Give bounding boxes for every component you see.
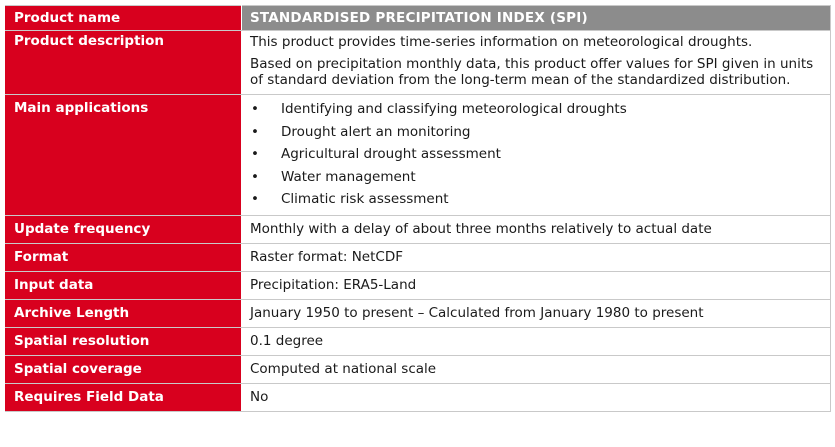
row-label: Spatial coverage [5,354,242,384]
list-item-text: Drought alert an monitoring [281,123,471,140]
bullet-icon: • [251,146,259,163]
description-cell: This product provides time-series inform… [241,30,831,95]
row-update-frequency: Update frequency Monthly with a delay of… [5,214,831,244]
row-spatial-coverage: Spatial coverage Computed at national sc… [5,354,831,384]
product-title: STANDARDISED PRECIPITATION INDEX (SPI) [241,5,831,31]
row-label: Format [5,242,242,272]
bullet-icon: • [251,101,259,117]
bullet-icon: • [251,168,259,185]
row-value: Computed at national scale [241,354,831,384]
row-value: Raster format: NetCDF [241,242,831,272]
row-main-applications: Main applications • Identifying and class… [5,94,831,216]
row-value: Precipitation: ERA5-Land [241,270,831,300]
row-label: Archive Length [5,298,242,328]
row-label: Spatial resolution [5,326,242,356]
bullet-icon: • [251,123,259,140]
row-value: 0.1 degree [241,326,831,356]
description-paragraph: This product provides time-series inform… [250,34,753,50]
product-spec-table-container: Product name STANDARDISED PRECIPITATION … [5,5,831,412]
applications-cell: • Identifying and classifying meteorologi… [241,94,831,216]
row-input-data: Input data Precipitation: ERA5-Land [5,270,831,300]
row-requires-field-data: Requires Field Data No [5,382,831,412]
row-product-description: Product description This product provide… [5,30,831,95]
row-label: Input data [5,270,242,300]
row-value: Monthly with a delay of about three mont… [241,214,831,244]
list-item-text: Climatic risk assessment [281,191,449,208]
row-label: Product description [5,30,242,95]
row-value: No [241,382,831,412]
list-item: • Climatic risk assessment [250,188,822,211]
product-spec-table: Product name STANDARDISED PRECIPITATION … [5,5,831,412]
applications-list: • Identifying and classifying meteorologi… [250,98,822,211]
list-item: • Agricultural drought assessment [250,143,822,166]
list-item-text: Identifying and classifying meteorologic… [281,101,627,117]
row-label: Product name [5,5,242,31]
row-value: January 1950 to present – Calculated fro… [241,298,831,328]
row-archive-length: Archive Length January 1950 to present –… [5,298,831,328]
list-item: • Identifying and classifying meteorologi… [250,98,822,121]
description-paragraph: Based on precipitation monthly data, thi… [250,56,814,88]
list-item: • Drought alert an monitoring [250,121,822,144]
bullet-icon: • [251,191,259,208]
row-format: Format Raster format: NetCDF [5,242,831,272]
list-item-text: Agricultural drought assessment [281,146,501,163]
row-product-name: Product name STANDARDISED PRECIPITATION … [5,5,831,31]
list-item-text: Water management [281,168,416,185]
row-label: Update frequency [5,214,242,244]
row-label: Main applications [5,94,242,216]
row-label: Requires Field Data [5,382,242,412]
list-item: • Water management [250,166,822,189]
row-spatial-resolution: Spatial resolution 0.1 degree [5,326,831,356]
